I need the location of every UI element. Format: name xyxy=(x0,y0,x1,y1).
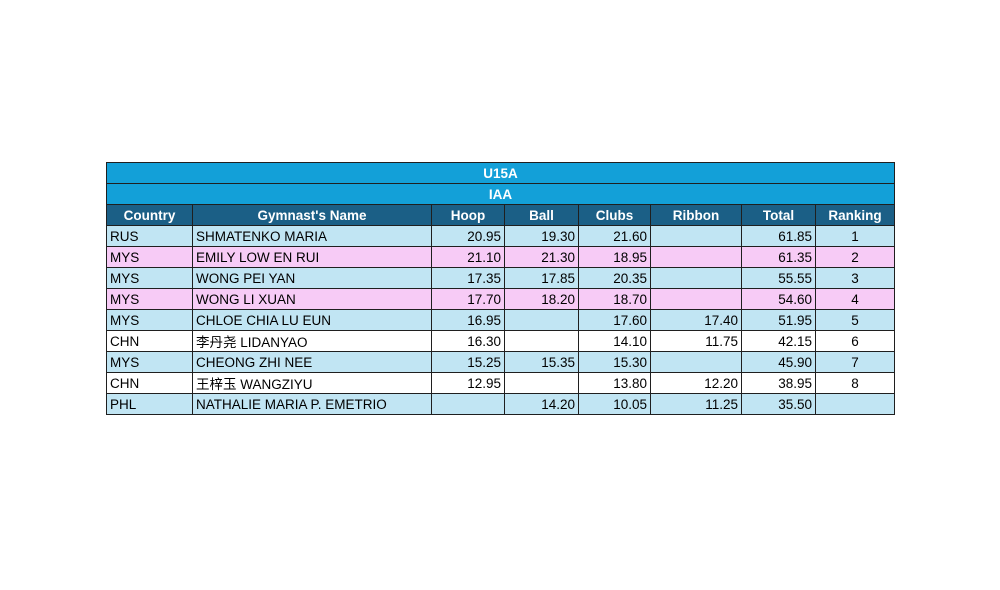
cell-total: 35.50 xyxy=(741,393,816,415)
cell-clubs: 18.70 xyxy=(578,288,651,310)
cell-hoop: 17.35 xyxy=(431,267,505,289)
cell-ranking: 6 xyxy=(814,330,896,352)
cell-ranking: 3 xyxy=(814,267,896,289)
column-header-clubs: Clubs xyxy=(578,204,651,226)
cell-gymnast-name: WONG LI XUAN xyxy=(192,288,432,310)
cell-ribbon xyxy=(650,351,742,373)
column-header-name: Gymnast's Name xyxy=(192,204,432,226)
cell-country: CHN xyxy=(106,372,193,394)
table-row: RUS SHMATENKO MARIA 20.95 19.30 21.60 61.85 1 xyxy=(106,225,896,247)
cell-country: MYS xyxy=(106,309,193,331)
cell-ranking: 4 xyxy=(814,288,896,310)
cell-country: PHL xyxy=(106,393,193,415)
cell-ball: 19.30 xyxy=(504,225,579,247)
cell-ribbon: 12.20 xyxy=(650,372,742,394)
cell-ranking: 7 xyxy=(814,351,896,373)
cell-ribbon xyxy=(650,225,742,247)
column-header-total: Total xyxy=(741,204,816,226)
cell-country: MYS xyxy=(106,267,193,289)
cell-total: 54.60 xyxy=(741,288,816,310)
cell-gymnast-name: NATHALIE MARIA P. EMETRIO xyxy=(192,393,432,415)
cell-ball xyxy=(504,372,579,394)
cell-total: 51.95 xyxy=(741,309,816,331)
cell-hoop: 12.95 xyxy=(431,372,505,394)
cell-ball: 21.30 xyxy=(504,246,579,268)
table-row: MYS EMILY LOW EN RUI 21.10 21.30 18.95 61.35 2 xyxy=(106,246,896,268)
cell-hoop: 17.70 xyxy=(431,288,505,310)
cell-ball: 17.85 xyxy=(504,267,579,289)
table-title: U15A xyxy=(105,162,896,184)
cell-gymnast-name: 李丹尧 LIDANYAO xyxy=(192,330,432,352)
cell-clubs: 18.95 xyxy=(578,246,651,268)
cell-country: MYS xyxy=(106,246,193,268)
table-row: CHN 李丹尧 LIDANYAO 16.30 14.10 11.75 42.15 6 xyxy=(106,330,896,352)
column-header-ranking: Ranking xyxy=(814,204,896,226)
cell-gymnast-name: WONG PEI YAN xyxy=(192,267,432,289)
cell-hoop: 15.25 xyxy=(431,351,505,373)
cell-ranking xyxy=(814,393,896,415)
table-row: CHN 王梓玉 WANGZIYU 12.95 13.80 12.20 38.95 8 xyxy=(106,372,896,394)
cell-ribbon xyxy=(650,288,742,310)
cell-total: 61.35 xyxy=(741,246,816,268)
cell-ranking: 8 xyxy=(814,372,896,394)
column-header-ribbon: Ribbon xyxy=(650,204,742,226)
cell-gymnast-name: CHLOE CHIA LU EUN xyxy=(192,309,432,331)
cell-country: MYS xyxy=(106,288,193,310)
cell-total: 45.90 xyxy=(741,351,816,373)
cell-country: RUS xyxy=(106,225,193,247)
cell-ranking: 5 xyxy=(814,309,896,331)
cell-ribbon xyxy=(650,267,742,289)
cell-ball xyxy=(504,309,579,331)
cell-ball: 14.20 xyxy=(504,393,579,415)
cell-gymnast-name: 王梓玉 WANGZIYU xyxy=(192,372,432,394)
cell-hoop: 16.30 xyxy=(431,330,505,352)
cell-ball: 18.20 xyxy=(504,288,579,310)
cell-ribbon: 17.40 xyxy=(650,309,742,331)
cell-clubs: 21.60 xyxy=(578,225,651,247)
cell-ball xyxy=(504,330,579,352)
column-header-ball: Ball xyxy=(504,204,579,226)
cell-clubs: 15.30 xyxy=(578,351,651,373)
cell-clubs: 10.05 xyxy=(578,393,651,415)
cell-hoop xyxy=(431,393,505,415)
table-subtitle-row: IAA xyxy=(105,183,896,205)
table-row: PHL NATHALIE MARIA P. EMETRIO 14.20 10.05 11… xyxy=(106,393,896,415)
table-row: MYS CHEONG ZHI NEE 15.25 15.35 15.30 45.90 7 xyxy=(106,351,896,373)
cell-clubs: 14.10 xyxy=(578,330,651,352)
cell-total: 55.55 xyxy=(741,267,816,289)
table-row: MYS CHLOE CHIA LU EUN 16.95 17.60 17.40 51.95… xyxy=(106,309,896,331)
cell-country: CHN xyxy=(106,330,193,352)
cell-gymnast-name: EMILY LOW EN RUI xyxy=(192,246,432,268)
cell-hoop: 21.10 xyxy=(431,246,505,268)
cell-hoop: 16.95 xyxy=(431,309,505,331)
cell-hoop: 20.95 xyxy=(431,225,505,247)
column-header-hoop: Hoop xyxy=(431,204,505,226)
cell-country: MYS xyxy=(106,351,193,373)
cell-gymnast-name: CHEONG ZHI NEE xyxy=(192,351,432,373)
table-row: MYS WONG PEI YAN 17.35 17.85 20.35 55.55 3 xyxy=(106,267,896,289)
column-header-country: Country xyxy=(106,204,193,226)
table-title-row: U15A xyxy=(105,162,896,184)
cell-ball: 15.35 xyxy=(504,351,579,373)
cell-clubs: 20.35 xyxy=(578,267,651,289)
cell-gymnast-name: SHMATENKO MARIA xyxy=(192,225,432,247)
table-header-row: Country Gymnast's Name Hoop Ball Clubs R… xyxy=(106,204,896,226)
table-row: MYS WONG LI XUAN 17.70 18.20 18.70 54.60 4 xyxy=(106,288,896,310)
results-table: U15A IAA Country Gymnast's Name Hoop Bal… xyxy=(105,162,896,415)
cell-ranking: 1 xyxy=(814,225,896,247)
cell-clubs: 13.80 xyxy=(578,372,651,394)
cell-total: 38.95 xyxy=(741,372,816,394)
cell-ribbon: 11.25 xyxy=(650,393,742,415)
cell-ribbon: 11.75 xyxy=(650,330,742,352)
cell-ranking: 2 xyxy=(814,246,896,268)
cell-total: 42.15 xyxy=(741,330,816,352)
table-subtitle: IAA xyxy=(105,183,896,205)
cell-clubs: 17.60 xyxy=(578,309,651,331)
cell-ribbon xyxy=(650,246,742,268)
cell-total: 61.85 xyxy=(741,225,816,247)
